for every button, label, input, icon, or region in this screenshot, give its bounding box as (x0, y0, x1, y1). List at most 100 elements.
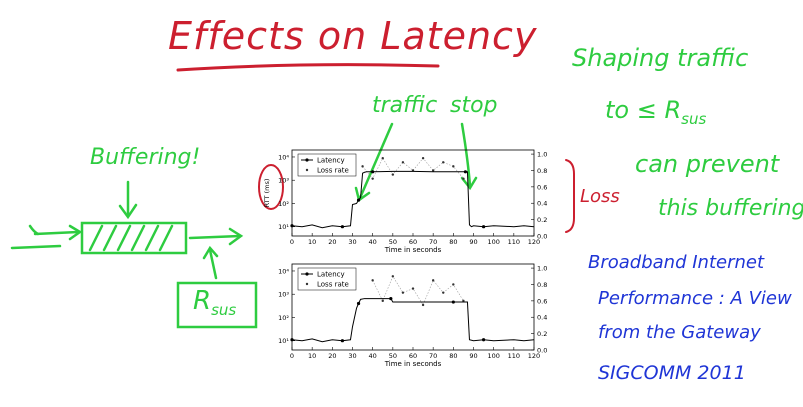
x-tick-label: 120 (528, 352, 540, 360)
x-tick-label: 80 (449, 352, 457, 360)
latency-point (481, 225, 486, 229)
loss-rate-point (371, 279, 374, 282)
stop-label: stop (450, 93, 498, 118)
citation-line-2: Performance : A View (598, 288, 792, 309)
loss-rate-point (431, 279, 435, 282)
y2-tick-label: 0.2 (537, 216, 547, 224)
x-tick-label: 10 (308, 238, 316, 246)
loss-rate-point (401, 161, 405, 164)
x-tick-label: 30 (348, 352, 356, 360)
right-note-line-4: this buffering (658, 196, 803, 221)
bottom-chart: 0 10 20 30 40 50 60 70 80 90 100 110 120 Time in seco… (278, 263, 547, 368)
latency-point (389, 296, 393, 301)
traffic-label: traffic (372, 93, 438, 118)
latency-point (340, 339, 345, 343)
y-tick-label: 10² (278, 200, 289, 208)
right-note-line-2: to ≤ Rsus (605, 96, 706, 128)
x-tick-label: 120 (528, 238, 540, 246)
slide-title: Effects on Latency (168, 14, 538, 58)
y2-tick-label: 0.6 (537, 297, 547, 305)
citation-line-1: Broadband Internet (588, 252, 765, 273)
loss-rate-line (372, 275, 464, 306)
x-tick-label: 10 (308, 352, 316, 360)
loss-rate-point (371, 177, 374, 180)
x-tick-label: 60 (409, 352, 417, 360)
latency-point (356, 301, 361, 306)
latency-point (290, 224, 294, 228)
y-tick-label: 10⁴ (278, 267, 289, 275)
y2-tick-label: 1.0 (537, 151, 547, 159)
latency-point (371, 170, 375, 174)
x-tick-label: 50 (389, 238, 397, 246)
citation-line-4: SIGCOMM 2011 (598, 362, 746, 384)
x-tick-label: 0 (290, 352, 294, 360)
right-note-line-1: Shaping traffic (572, 44, 749, 72)
x-tick-label: 20 (328, 238, 336, 246)
x-tick-label: 90 (469, 238, 477, 246)
y-tick-label: 10¹ (278, 337, 289, 345)
citation-line-3: from the Gateway (598, 322, 761, 343)
x-tick-label: 70 (429, 238, 437, 246)
loss-rate-point (462, 299, 465, 303)
y2-tick-label: 0.4 (537, 314, 547, 322)
loss-label: Loss (580, 186, 620, 207)
x-tick-label: 110 (508, 352, 520, 360)
loss-rate-point (452, 165, 455, 168)
loss-rate-point (411, 287, 415, 290)
y2-tick-label: 0.0 (537, 347, 547, 355)
x-tick-label: 30 (348, 238, 356, 246)
loss-rate-point (462, 177, 465, 180)
y-tick-label: 10³ (278, 177, 289, 185)
x-tick-label: 100 (487, 238, 499, 246)
loss-rate-point (452, 283, 455, 286)
x-tick-label: 50 (389, 352, 397, 360)
x-tick-label: 60 (409, 238, 417, 246)
x-tick-label: 0 (290, 238, 294, 246)
latency-line (291, 298, 535, 343)
y2-tick-label: 0.6 (537, 183, 547, 191)
y2-tick-label: 0.4 (537, 200, 547, 208)
y-axis-label: RTT (ms) (263, 179, 271, 208)
rate-label: Rsus (193, 286, 236, 319)
x-tick-label: 70 (429, 352, 437, 360)
latency-point (290, 338, 294, 342)
loss-rate-point (391, 275, 395, 278)
x-tick-label: 100 (487, 352, 499, 360)
loss-rate-point (381, 156, 384, 160)
loss-rate-line (362, 157, 464, 180)
legend-loss-marker (305, 282, 309, 286)
y-tick-label: 10² (278, 314, 289, 322)
y2-tick-label: 0.8 (537, 167, 547, 175)
top-chart: 0 10 20 30 40 50 60 70 80 90 100 110 120 Time in seco… (263, 149, 547, 254)
legend-loss-marker (305, 168, 309, 172)
y-tick-label: 10¹ (278, 223, 289, 231)
legend-latency-marker (305, 272, 309, 276)
latency-line (291, 170, 535, 229)
loss-rate-point (391, 173, 395, 176)
x-axis-label: Time in seconds (384, 246, 442, 254)
legend-latency-marker (305, 158, 309, 162)
latency-point (463, 170, 468, 174)
y2-tick-label: 0.2 (537, 330, 547, 338)
y2-tick-label: 0.0 (537, 233, 547, 241)
x-tick-label: 80 (449, 238, 457, 246)
latency-point (481, 338, 486, 342)
loss-rate-point (431, 169, 435, 172)
x-tick-label: 20 (328, 352, 336, 360)
y2-tick-label: 1.0 (537, 265, 547, 273)
latency-point (340, 225, 345, 229)
right-note-line-3: can prevent (635, 150, 780, 178)
right-note-text: to ≤ R (605, 96, 682, 124)
rate-letter: R (193, 286, 212, 316)
loss-rate-point (401, 291, 405, 294)
x-tick-label: 40 (369, 352, 377, 360)
y2-tick-label: 0.8 (537, 281, 547, 289)
loss-rate-point (421, 303, 425, 307)
x-axis-label: Time in seconds (384, 360, 442, 368)
right-note-subscript: sus (681, 109, 707, 128)
buffering-label: Buffering! (90, 145, 201, 170)
x-tick-label: 40 (369, 238, 377, 246)
